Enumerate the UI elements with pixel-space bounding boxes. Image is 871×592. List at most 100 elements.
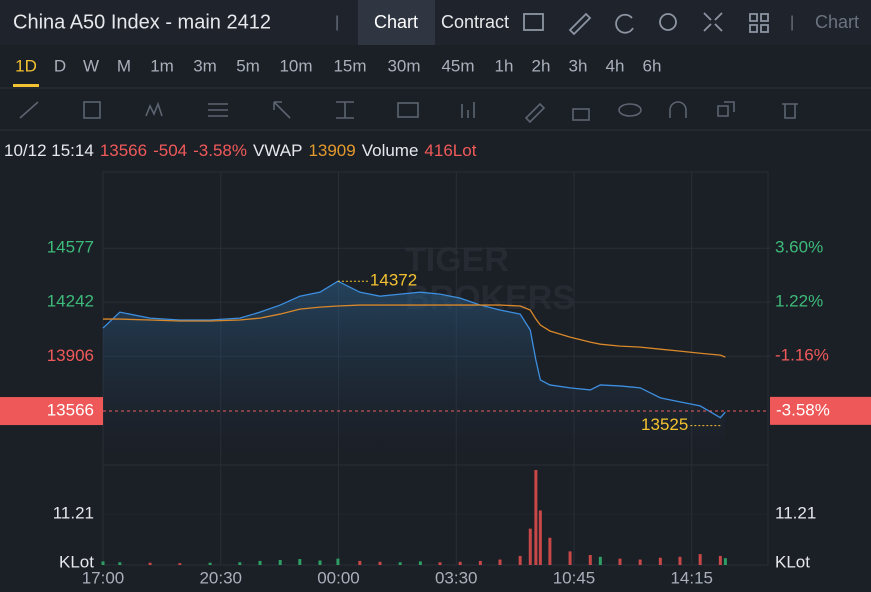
y-tick-label: 14242 [47, 292, 94, 311]
volume-bar [318, 560, 322, 565]
tab[interactable]: Contract [441, 12, 509, 32]
chart: 17:00 20:30 00:00 03:30 10:45 14:15 13906 14242… [0, 171, 871, 587]
instrument-title: China A50 Index - main 2412 [13, 11, 271, 33]
price-area [103, 281, 726, 470]
volume-bar [478, 560, 482, 565]
vwap-label: VWAP [253, 141, 302, 160]
timeframe[interactable]: 1m [150, 56, 174, 75]
separator: | [790, 14, 794, 31]
volume-tick-label: 11.21 [775, 504, 816, 523]
separator: | [335, 14, 339, 31]
tab[interactable]: Chart [374, 12, 418, 32]
volume-bar [258, 560, 262, 565]
tab[interactable]: Chart [815, 12, 859, 32]
timeframe[interactable]: 3h [569, 56, 588, 75]
volume-bar [618, 558, 622, 565]
icon[interactable] [523, 13, 544, 31]
timeframe[interactable]: 3m [193, 56, 217, 75]
icon[interactable] [568, 12, 592, 36]
timeframe[interactable]: 30m [387, 56, 420, 75]
volume-bar [698, 554, 702, 565]
tool[interactable] [208, 103, 228, 117]
volume-value: 416Lot [424, 141, 476, 160]
icon[interactable] [615, 13, 634, 34]
last-price-label: 13566 [47, 401, 94, 420]
icon[interactable] [703, 12, 723, 32]
tool[interactable] [669, 101, 687, 118]
timeframe[interactable]: 15m [333, 56, 366, 75]
icon[interactable] [659, 13, 677, 31]
tool[interactable] [524, 102, 546, 124]
volume-bar [101, 561, 105, 565]
drawing-toolbar[interactable] [19, 101, 798, 124]
last-price-box [0, 397, 103, 426]
last-pct-label: -3.58% [776, 400, 830, 419]
timeframe[interactable]: W [83, 56, 99, 75]
y2-tick-label: -1.16% [775, 345, 829, 364]
y-tick-label: 14577 [47, 238, 94, 257]
timeframe-underline [13, 84, 39, 87]
tool[interactable] [572, 108, 590, 121]
volume-bar [588, 555, 592, 565]
timeframe[interactable]: 1D [15, 56, 37, 75]
price-line [102, 280, 726, 419]
quote-info: 10/12 15:14 13566 -504 -3.58% VWAP 13909 Volum… [4, 141, 477, 160]
watermark: TIGER [405, 241, 509, 279]
timeframe[interactable]: 5m [236, 56, 260, 75]
tool[interactable] [782, 103, 798, 119]
volume-bar [148, 562, 152, 565]
header-icons[interactable] [523, 12, 769, 36]
price: 13566 [100, 141, 147, 160]
volume-bar [538, 510, 542, 565]
volume-bar [278, 560, 282, 565]
tool[interactable] [717, 101, 735, 117]
change: -504 [153, 141, 187, 160]
volume-bar [678, 556, 682, 565]
volume-bar [598, 556, 602, 565]
volume-bar [398, 562, 402, 565]
x-tick-label: 00:00 [317, 568, 360, 587]
timeframe[interactable]: 10m [279, 56, 312, 75]
tab-active-bg [358, 0, 435, 45]
volume-bar [518, 555, 522, 565]
x-tick-label: 14:15 [670, 568, 713, 587]
tool[interactable] [273, 101, 291, 119]
volume-bar [118, 562, 122, 565]
y2-tick-label: 3.60% [775, 238, 823, 257]
tool[interactable] [19, 101, 39, 119]
icon[interactable] [749, 13, 769, 33]
volume-bar [534, 470, 538, 565]
volume-bar [178, 563, 182, 565]
timeframe[interactable]: 2h [532, 56, 551, 75]
volume-unit: KLot [59, 552, 94, 571]
y-tick-label: 13906 [47, 346, 94, 365]
tool[interactable] [618, 103, 642, 117]
change-pct: -3.58% [193, 141, 247, 160]
volume-bar [336, 558, 340, 565]
timeframe[interactable]: 45m [441, 56, 474, 75]
x-tick-label: 17:00 [82, 568, 125, 587]
tool[interactable] [336, 101, 354, 119]
tool[interactable] [461, 102, 475, 118]
volume-bar [723, 558, 727, 565]
timeframe[interactable]: 1h [495, 56, 514, 75]
timeframe-row: 1D D W M 1m 3m 5m 10m 15m 30m 45m 1h 2h 3h 4h 6h [13, 56, 661, 87]
volume-bar [438, 562, 442, 565]
tool[interactable] [397, 102, 419, 118]
x-tick-label: 10:45 [553, 568, 596, 587]
tool[interactable] [145, 101, 163, 117]
annotation-label: 13525 [641, 415, 688, 434]
volume-bar [528, 528, 532, 565]
timeframe[interactable]: 4h [606, 56, 625, 75]
timeframe[interactable]: 6h [643, 56, 662, 75]
y2-tick-label: 1.22% [775, 292, 823, 311]
volume-bar [458, 561, 462, 565]
volume-unit: KLot [775, 552, 810, 571]
volume-bar [298, 559, 302, 565]
volume-bar [548, 537, 552, 565]
timeframe[interactable]: M [117, 56, 131, 75]
timeframe[interactable]: D [54, 56, 66, 75]
tool[interactable] [83, 101, 101, 119]
